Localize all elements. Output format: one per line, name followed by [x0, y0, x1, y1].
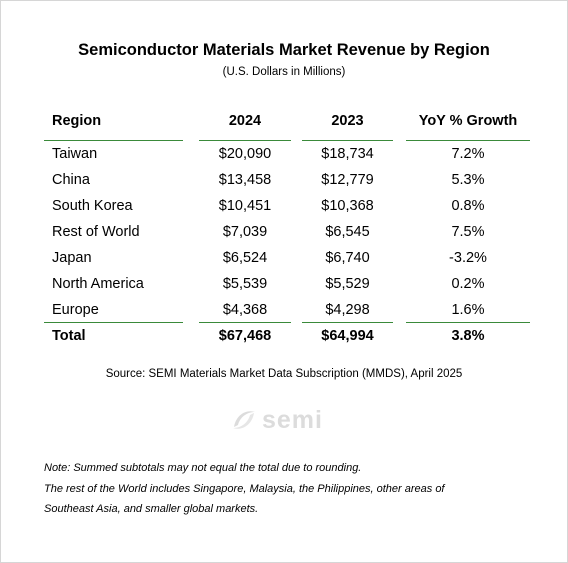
footnote-line: Southeast Asia, and smaller global marke… [44, 503, 259, 515]
cell-2023: $12,779 [321, 172, 374, 188]
cell-2023: $4,298 [325, 302, 370, 318]
table-row: China $13,458 $12,779 5.3% [0, 172, 568, 198]
table-row: Rest of World $7,039 $6,545 7.5% [0, 224, 568, 250]
table-row: Japan $6,524 $6,740 -3.2% [0, 250, 568, 276]
cell-yoy: 0.8% [451, 198, 485, 214]
cell-2024: $13,458 [218, 172, 272, 188]
table-title: Semiconductor Materials Market Revenue b… [78, 41, 490, 59]
cell-2023: $6,545 [325, 224, 370, 240]
cell-yoy: 7.5% [451, 224, 485, 240]
cell-yoy: 5.3% [451, 172, 485, 188]
header-2023: 2023 [331, 113, 364, 129]
cell-total-label: Total [52, 328, 86, 344]
semi-swirl-logo-icon [233, 411, 255, 429]
header-rule-yoy [406, 140, 530, 141]
cell-2024: $5,539 [222, 276, 268, 292]
header-region: Region [52, 113, 102, 129]
footnote-line: Note: Summed subtotals may not equal the… [44, 462, 362, 474]
cell-total-yoy: 3.8% [451, 328, 485, 344]
total-rule-2024 [199, 322, 291, 323]
cell-total-2024: $67,468 [218, 328, 272, 344]
header-2024: 2024 [228, 113, 262, 129]
header-rule-2024 [199, 140, 291, 141]
cell-2024: $20,090 [218, 146, 272, 162]
header-yoy-growth: YoY % Growth [418, 113, 518, 129]
cell-region: South Korea [52, 198, 133, 214]
cell-region: North America [52, 276, 144, 292]
table-row: Europe $4,368 $4,298 1.6% [0, 302, 568, 328]
cell-2024: $7,039 [222, 224, 268, 240]
cell-2023: $18,734 [321, 146, 374, 162]
total-row: Total $67,468 $64,994 3.8% [0, 328, 568, 354]
cell-yoy: 1.6% [451, 302, 485, 318]
cell-2024: $4,368 [222, 302, 268, 318]
semi-logo-text: semi [262, 405, 323, 434]
cell-total-2023: $64,994 [321, 328, 374, 344]
header-rule-2023 [302, 140, 393, 141]
total-rule-yoy [406, 322, 530, 323]
cell-region: Taiwan [52, 146, 98, 162]
cell-2023: $10,368 [321, 198, 374, 214]
cell-2023: $6,740 [325, 250, 370, 266]
table-row: North America $5,539 $5,529 0.2% [0, 276, 568, 302]
cell-yoy: 0.2% [451, 276, 485, 292]
source-caption: Source: SEMI Materials Market Data Subsc… [105, 368, 463, 380]
cell-region: China [52, 172, 90, 188]
cell-region: Japan [52, 250, 92, 266]
cell-2023: $5,529 [325, 276, 370, 292]
cell-yoy: 7.2% [451, 146, 485, 162]
cell-2024: $6,524 [222, 250, 268, 266]
table-subtitle: (U.S. Dollars in Millions) [222, 66, 346, 78]
table-row: Taiwan $20,090 $18,734 7.2% [0, 146, 568, 172]
cell-region: Europe [52, 302, 99, 318]
footnote-line: The rest of the World includes Singapore… [44, 483, 445, 495]
total-rule-2023 [302, 322, 393, 323]
cell-2024: $10,451 [218, 198, 272, 214]
header-rule-region [44, 140, 183, 141]
total-rule-region [44, 322, 183, 323]
table-row: South Korea $10,451 $10,368 0.8% [0, 198, 568, 224]
cell-region: Rest of World [52, 224, 140, 240]
cell-yoy: -3.2% [449, 250, 487, 266]
semi-logo: semi [228, 405, 323, 435]
